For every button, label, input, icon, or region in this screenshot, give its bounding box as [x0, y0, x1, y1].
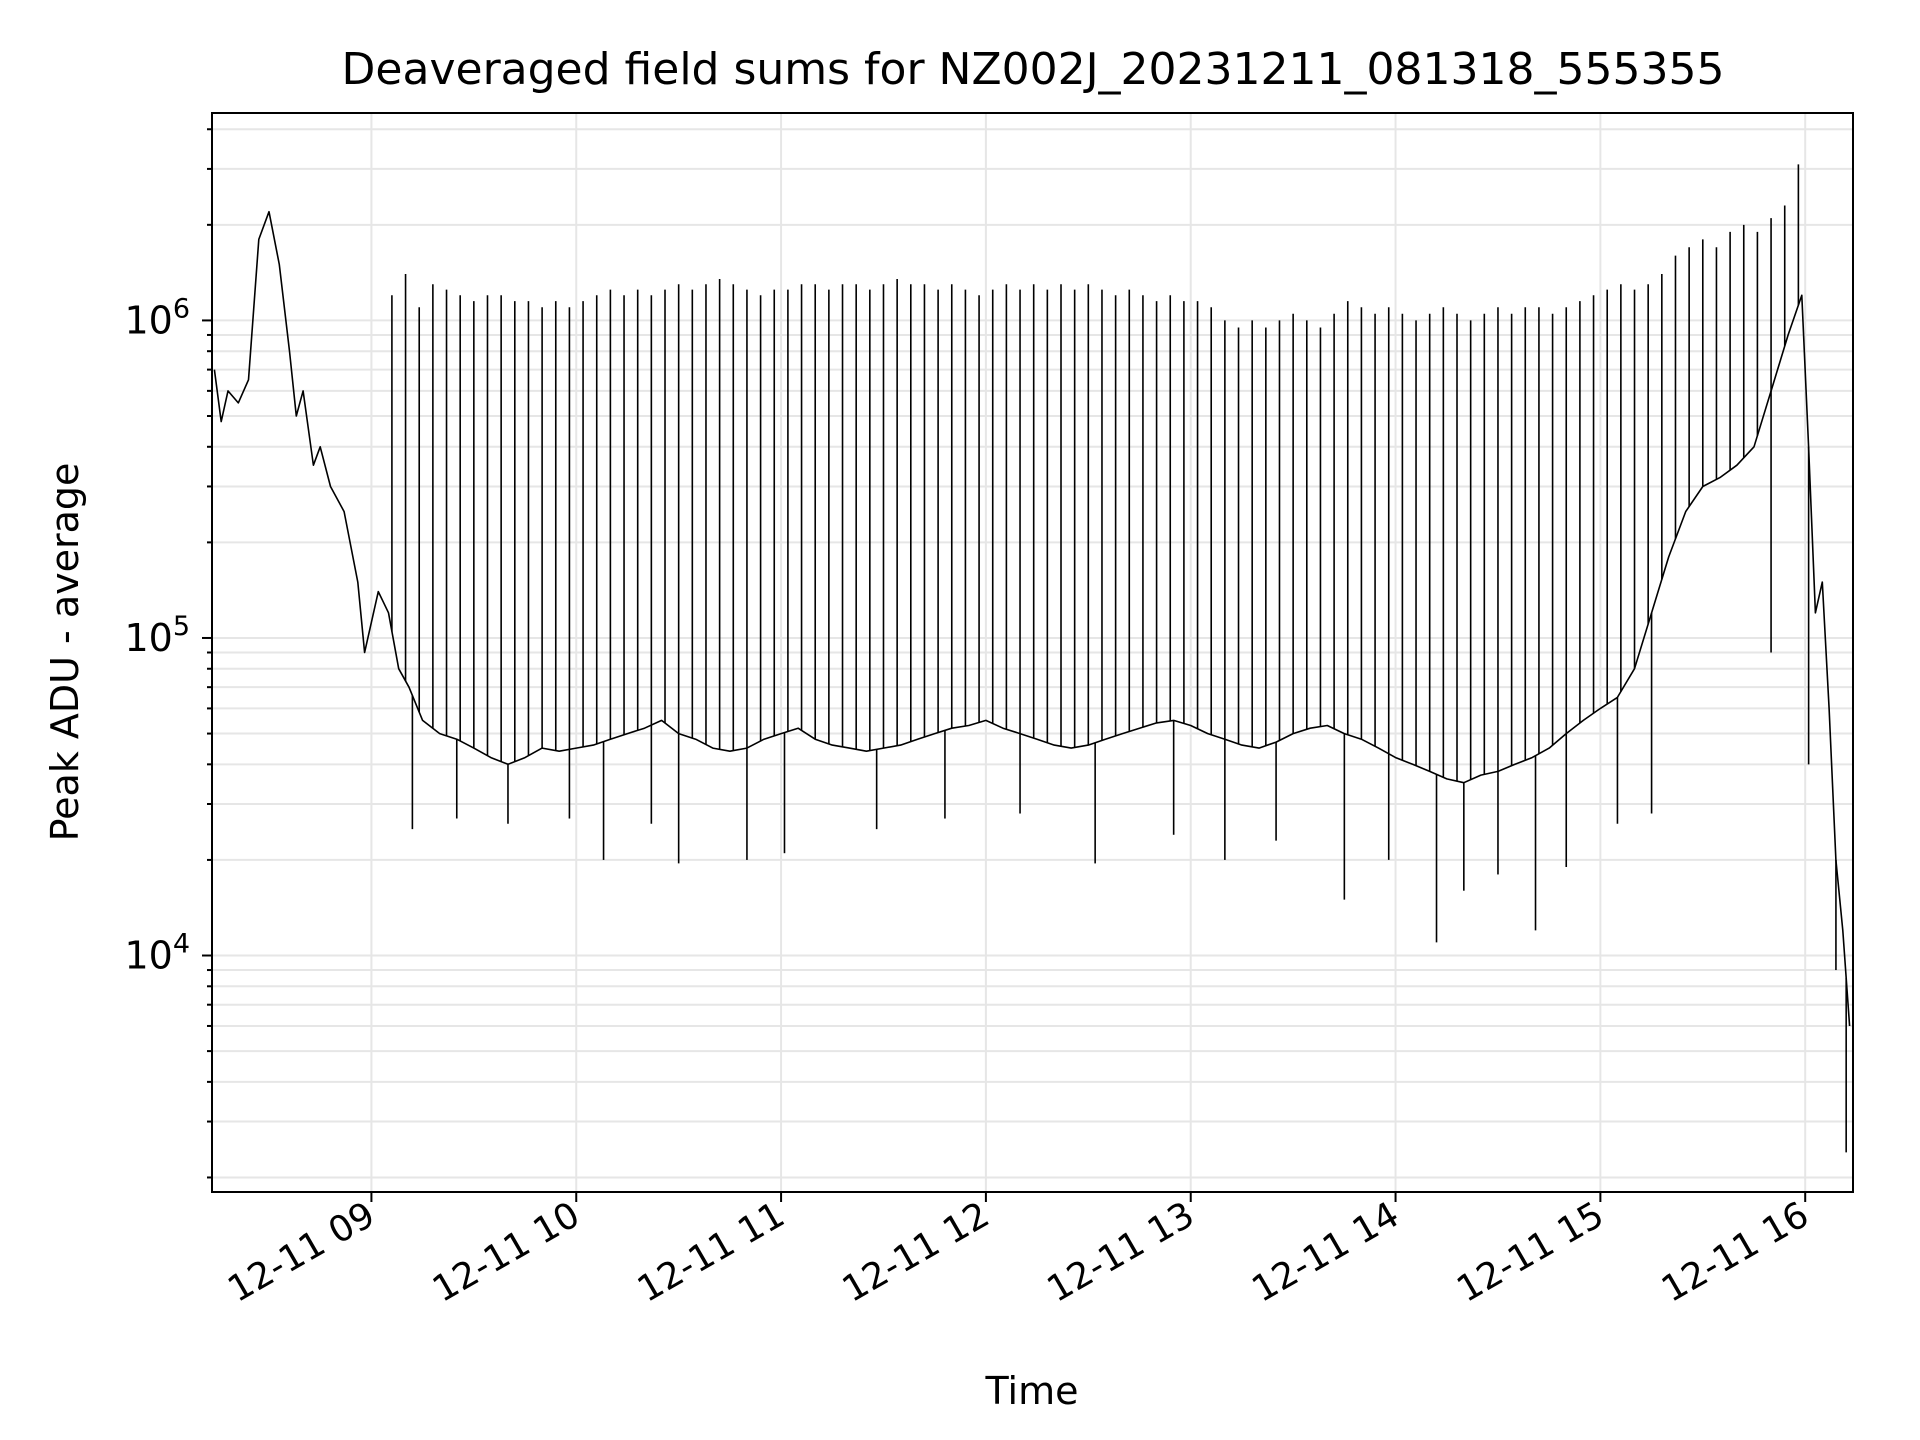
- y-tick-base: 10: [124, 298, 172, 342]
- chart-title: Deaveraged field sums for NZ002J_2023121…: [342, 44, 1725, 95]
- y-axis-label: Peak ADU - average: [43, 463, 87, 842]
- x-axis-label: Time: [985, 1369, 1079, 1413]
- y-tick-label: 104: [124, 929, 190, 978]
- y-tick-exponent: 5: [173, 611, 190, 642]
- y-tick-exponent: 6: [173, 293, 190, 324]
- y-tick-exponent: 4: [173, 929, 190, 960]
- y-tick-base: 10: [124, 934, 172, 978]
- series-line: [213, 210, 1851, 1027]
- y-tick-base: 10: [124, 616, 172, 660]
- y-tick-label: 105: [124, 611, 190, 660]
- y-tick-label: 106: [124, 293, 190, 342]
- data-series: [213, 164, 1851, 1153]
